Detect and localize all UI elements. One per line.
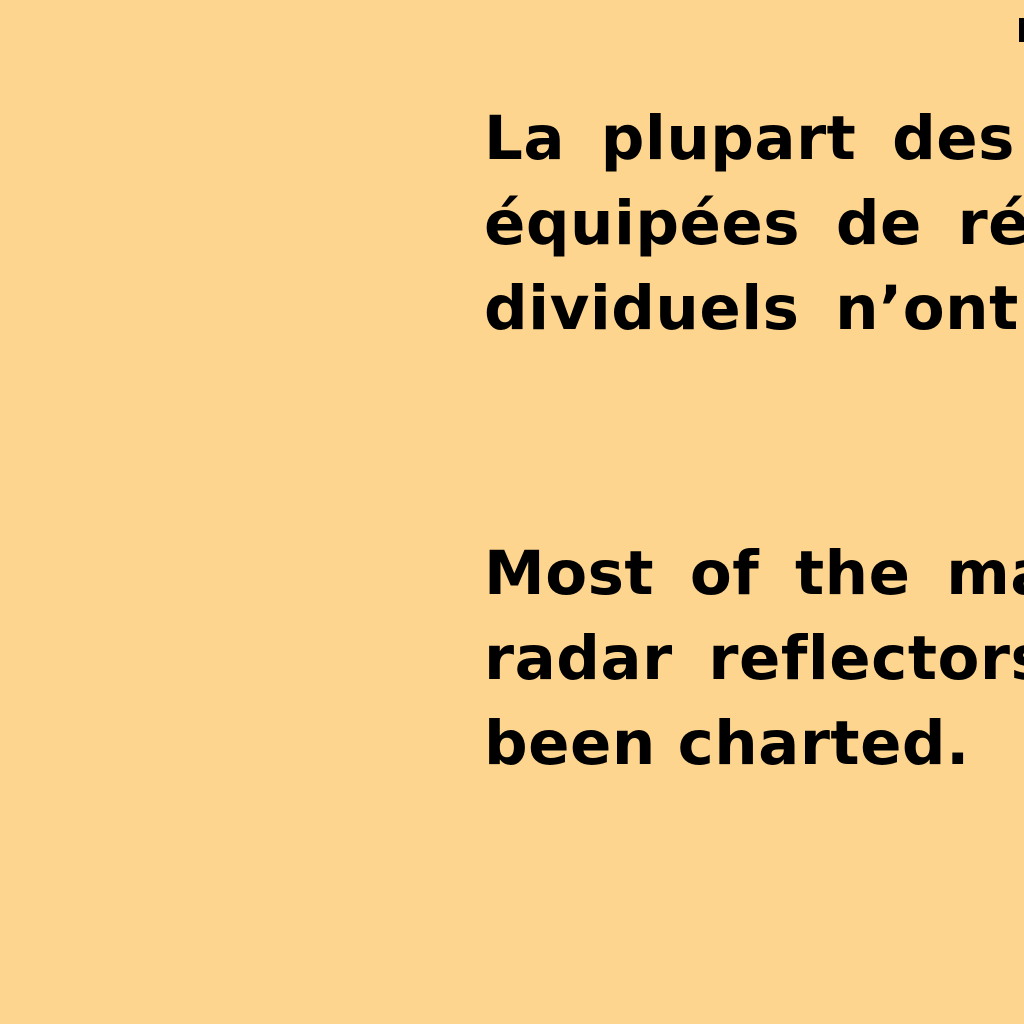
french-line-2: équipées de réfl (484, 188, 1024, 259)
french-paragraph: La plupart des équipées de réfl dividuel… (484, 96, 1024, 351)
english-line-3: been charted. (484, 708, 970, 779)
english-paragraph: Most of the ma radar reflectors been cha… (484, 531, 1024, 786)
cropped-glyph-mark (1019, 18, 1024, 42)
french-line-3: dividuels n’ont p (484, 273, 1024, 344)
french-line-1: La plupart des (484, 103, 1015, 174)
english-line-1: Most of the ma (484, 538, 1024, 609)
english-line-2: radar reflectors (484, 623, 1024, 694)
